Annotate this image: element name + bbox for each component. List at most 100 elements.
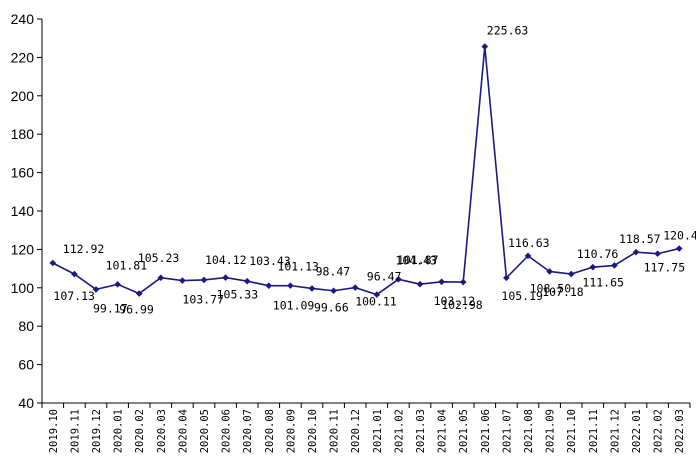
x-tick-label: 2022.02 [653,409,665,453]
data-label: 102.98 [441,298,483,312]
data-series [49,43,683,298]
x-tick-label: 2021.11 [588,409,600,453]
x-tick-label: 2020.09 [285,409,297,453]
data-point [287,282,294,289]
data-label: 103.77 [182,293,224,307]
data-point [416,280,424,288]
x-tick-label: 2020.04 [177,409,189,453]
x-tick-label: 2020.11 [329,409,341,453]
data-point [546,268,553,275]
data-label: 108.50 [530,281,572,295]
data-point [157,274,165,282]
x-tick-label: 2021.08 [523,409,535,453]
x-tick-label: 2021.02 [393,409,405,453]
x-tick-label: 2020.08 [264,409,276,453]
x-tick-label: 2020.10 [307,409,319,453]
data-label: 101.81 [106,258,148,272]
x-tick-label: 2020.12 [350,409,362,453]
data-point [200,276,208,284]
data-point [459,278,467,286]
x-tick-label: 2019.10 [48,409,60,453]
data-point [524,252,532,260]
data-point [114,281,121,288]
data-point [49,259,57,267]
data-label: 103.43 [249,254,291,268]
data-label: 104.43 [395,253,437,267]
data-point [179,277,186,284]
data-label: 100.11 [355,295,397,309]
data-point [632,248,640,256]
data-label: 105.23 [138,251,180,265]
y-axis-ticks: 40 60 80 100 120 140 160 180 200 220 240 [11,11,42,411]
data-label: 98.47 [316,265,351,279]
data-point [438,278,445,286]
data-label: 117.75 [644,261,686,275]
data-label: 116.63 [508,236,550,250]
data-point [675,245,683,252]
x-tick-label: 2021.10 [566,409,578,453]
x-tick-label: 2020.06 [221,409,233,453]
data-label: 101.13 [277,260,319,274]
y-tick-label: 120 [11,241,35,257]
data-point [373,291,381,298]
data-label: 96.99 [119,303,154,317]
x-tick-label: 2020.01 [113,409,125,453]
x-tick-label: 2021.05 [458,409,470,453]
y-tick-label: 220 [11,49,35,65]
y-tick-label: 160 [11,165,35,181]
y-tick-label: 240 [11,11,35,27]
y-tick-label: 40 [18,395,34,411]
x-tick-label: 2021.12 [609,409,621,453]
data-label: 105.33 [217,288,259,302]
x-tick-label: 2020.03 [156,409,168,453]
data-point [611,262,618,269]
y-tick-label: 140 [11,203,35,219]
x-tick-label: 2022.01 [631,409,643,453]
y-tick-label: 80 [18,318,34,334]
x-tick-label: 2021.07 [501,409,513,453]
data-point [503,274,510,282]
data-label: 104.12 [205,253,247,267]
x-tick-label: 2020.05 [199,409,211,453]
data-label: 112.92 [63,242,105,256]
data-label: 101.09 [273,299,315,313]
data-label: 103.12 [434,294,476,308]
x-tick-label: 2021.09 [545,409,557,453]
data-label: 107.18 [542,285,584,299]
series-line [52,46,680,296]
data-point [395,275,402,283]
data-point [567,270,575,278]
data-point [222,274,229,281]
x-tick-label: 2019.11 [69,409,81,453]
y-tick-label: 100 [11,280,35,296]
x-tick-label: 2021.04 [437,409,449,453]
data-point [481,43,489,50]
x-tick-label: 2019.12 [91,409,103,453]
data-label: 225.63 [487,24,529,38]
data-label: 101.87 [397,253,439,267]
axes [41,19,690,404]
data-point [265,282,273,290]
data-label: 107.13 [53,289,95,303]
data-point [308,285,316,292]
data-label: 99.17 [93,301,128,315]
data-point [135,290,143,297]
x-tick-label: 2021.03 [415,409,427,453]
data-label: 120.44 [663,229,696,243]
data-point [330,287,337,295]
data-point [71,270,78,278]
data-point [589,263,597,271]
data-label: 96.47 [367,270,402,284]
x-tick-label: 2020.02 [134,409,146,453]
data-label: 99.66 [314,300,349,314]
data-point [92,286,100,293]
data-label: 111.65 [582,275,624,289]
data-label: 118.57 [619,232,661,246]
data-point [243,277,251,285]
y-tick-label: 180 [11,126,35,142]
y-tick-label: 60 [18,357,34,373]
x-tick-label: 2021.06 [480,409,492,453]
x-tick-label: 2021.01 [372,409,384,453]
